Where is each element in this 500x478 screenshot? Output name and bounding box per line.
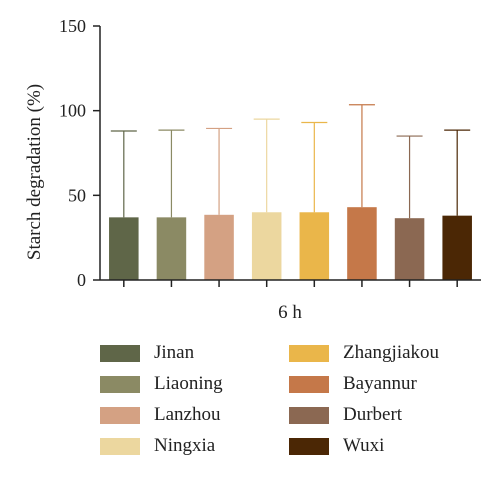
legend-swatch (289, 406, 329, 424)
bar-lanzhou (204, 214, 234, 280)
bar-ningxia (251, 212, 282, 280)
y-axis-title: Starch degradation (%) (24, 84, 45, 260)
legend-item-wuxi: Wuxi (289, 435, 384, 457)
legend-item-bayannur: Bayannur (289, 373, 417, 395)
bars-group (109, 207, 472, 280)
bar-wuxi (442, 215, 472, 280)
legend-label: Zhangjiakou (343, 342, 440, 363)
bar-jinan (109, 217, 139, 280)
x-axis-title: 6 h (278, 302, 302, 323)
legend-label: Lanzhou (154, 404, 221, 425)
y-tick-label: 0 (77, 270, 86, 290)
bar-zhangjiakou (299, 212, 330, 280)
y-tick-label: 50 (68, 185, 86, 205)
legend-swatch (289, 437, 329, 455)
y-tick-label: 100 (59, 101, 86, 121)
bar-liaoning (156, 217, 187, 280)
legend-label: Liaoning (154, 373, 223, 394)
bar-bayannur (347, 207, 377, 280)
legend-label: Ningxia (154, 435, 216, 456)
legend-item-jinan: Jinan (100, 342, 194, 364)
x-axis (100, 279, 481, 287)
legend-item-ningxia: Ningxia (100, 435, 215, 457)
legend-label: Durbert (343, 404, 403, 425)
legend-swatch (289, 344, 329, 362)
y-axis: 0 50 100 150 (59, 16, 101, 290)
legend-item-lanzhou: Lanzhou (100, 404, 220, 426)
legend-item-durbert: Durbert (289, 404, 402, 426)
legend-item-liaoning: Liaoning (100, 373, 223, 395)
legend-label: Wuxi (343, 435, 385, 456)
legend-swatch (100, 437, 140, 455)
bar-durbert (394, 218, 425, 280)
y-tick-label: 150 (59, 16, 86, 36)
legend-label: Bayannur (343, 373, 417, 394)
error-bars-group (110, 104, 471, 219)
legend-swatch (289, 375, 329, 393)
legend-item-zhangjiakou: Zhangjiakou (289, 342, 439, 364)
legend-swatch (100, 406, 140, 424)
legend-label: Jinan (154, 342, 195, 363)
legend-swatch (100, 344, 140, 362)
legend: Jinan Liaoning Lanzhou Ningxia Zhangjiakou Ba… (100, 342, 500, 472)
legend-swatch (100, 375, 140, 393)
